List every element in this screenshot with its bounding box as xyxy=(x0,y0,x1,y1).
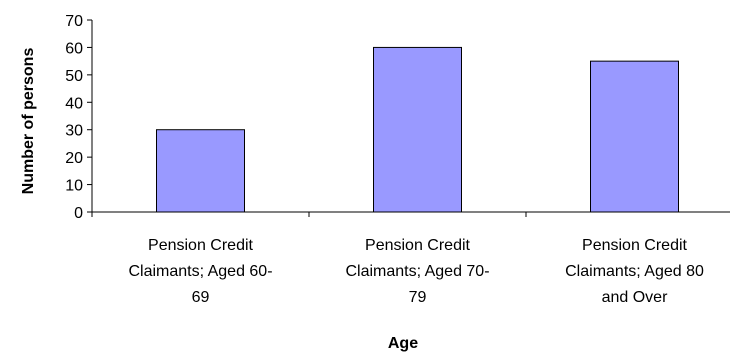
y-tick-label: 70 xyxy=(65,13,83,30)
x-category-label-line: 79 xyxy=(409,289,427,306)
y-tick-label: 60 xyxy=(65,40,83,57)
y-tick-label: 50 xyxy=(65,68,83,85)
x-category-label-line: Claimants; Aged 80 xyxy=(565,263,704,280)
y-tick-label: 30 xyxy=(65,123,83,140)
x-category-label-line: and Over xyxy=(602,289,668,306)
y-tick-label: 20 xyxy=(65,150,83,167)
y-tick-label: 0 xyxy=(74,205,83,222)
x-category-label: Pension Credit Claimants; Aged 80 and Over xyxy=(565,237,704,306)
y-axis-title: Number of persons xyxy=(20,48,37,195)
bars xyxy=(156,46,679,213)
bar xyxy=(156,129,245,213)
category-labels: Pension Credit Claimants; Aged 60-69Pensi… xyxy=(128,237,704,306)
bar xyxy=(590,60,679,213)
x-category-label-line: Pension Credit xyxy=(365,237,471,254)
x-category-label-line: 69 xyxy=(192,289,210,306)
x-category-label-line: Claimants; Aged 70- xyxy=(345,263,489,280)
y-tick-label: 40 xyxy=(65,95,83,112)
bar xyxy=(373,46,462,213)
x-category-label: Pension Credit Claimants; Aged 70- 79 xyxy=(345,237,489,306)
x-category-label-line: Claimants; Aged 60- xyxy=(128,263,272,280)
y-axis: 0 10 20 30 40 50 60 70 xyxy=(65,13,93,222)
y-tick-label: 10 xyxy=(65,178,83,195)
x-category-label-line: Pension Credit xyxy=(582,237,688,254)
x-category-label-line: Pension Credit xyxy=(148,237,254,254)
x-category-label: Pension Credit Claimants; Aged 60- 69 xyxy=(128,237,272,306)
x-axis-title: Age xyxy=(388,335,418,352)
x-axis xyxy=(91,211,730,217)
